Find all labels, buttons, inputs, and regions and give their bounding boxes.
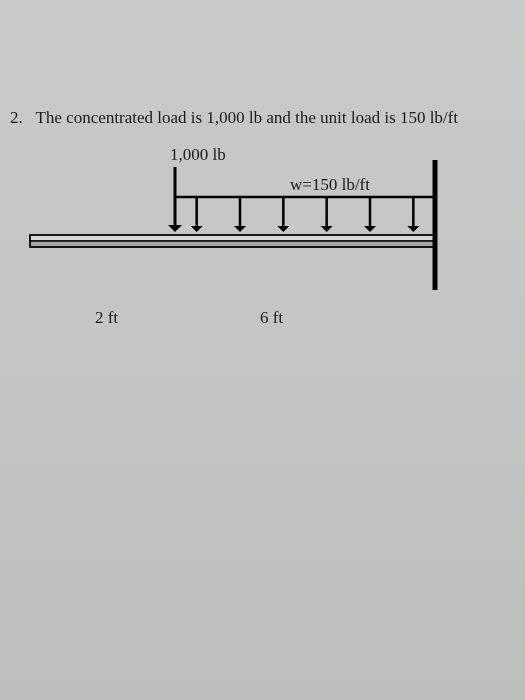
problem-number: 2. bbox=[10, 108, 23, 127]
beam-diagram bbox=[20, 155, 490, 315]
problem-text-content: The concentrated load is 1,000 lb and th… bbox=[36, 108, 459, 127]
problem-statement: 2. The concentrated load is 1,000 lb and… bbox=[10, 108, 458, 128]
